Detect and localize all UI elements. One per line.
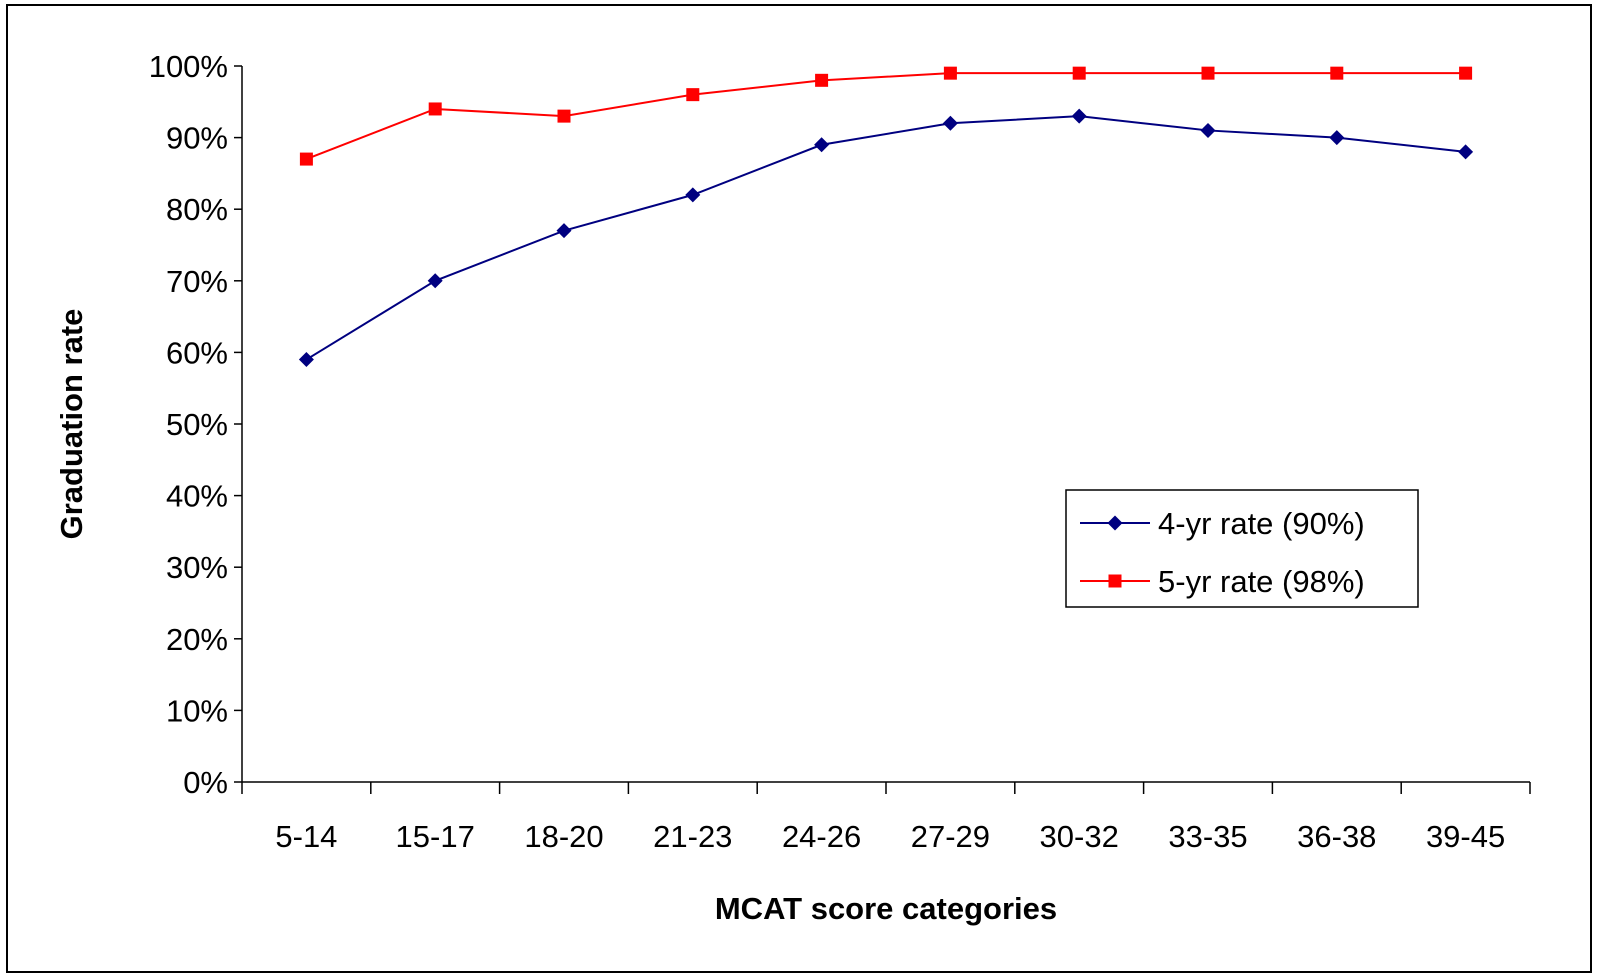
data-point — [1072, 66, 1086, 80]
x-tick-label: 15-17 — [396, 819, 475, 854]
legend-swatch-marker — [1108, 574, 1122, 588]
series-2 — [299, 66, 1473, 166]
data-point — [556, 223, 572, 239]
x-tick-label: 39-45 — [1426, 819, 1505, 854]
x-tick-label: 33-35 — [1168, 819, 1247, 854]
legend-swatch-marker — [1107, 515, 1123, 531]
y-tick-label: 10% — [166, 693, 228, 728]
x-tick-label: 27-29 — [911, 819, 990, 854]
data-point — [1459, 66, 1473, 80]
y-tick-label: 90% — [166, 121, 228, 156]
data-point — [298, 352, 314, 368]
data-point — [299, 152, 313, 166]
data-point — [1458, 144, 1474, 160]
y-tick-label: 30% — [166, 550, 228, 585]
x-tick-label: 24-26 — [782, 819, 861, 854]
y-tick-label: 50% — [166, 407, 228, 442]
y-tick-label: 80% — [166, 192, 228, 227]
data-point — [1330, 66, 1344, 80]
data-point — [1071, 108, 1087, 124]
legend-item: 4-yr rate (90%) — [1080, 506, 1365, 541]
y-tick-label: 40% — [166, 479, 228, 514]
y-axis-title: Graduation rate — [54, 309, 89, 540]
series-line — [305, 115, 1466, 361]
y-tick-label: 70% — [166, 264, 228, 299]
x-tick-label: 30-32 — [1040, 819, 1119, 854]
data-point — [686, 88, 700, 102]
y-tick-label: 60% — [166, 335, 228, 370]
data-point — [942, 115, 958, 131]
series-line — [306, 72, 1466, 161]
x-axis-ticks: 5-14 15-17 18-20 21-23 24-26 27-29 30-32 33-35 3… — [241, 782, 1531, 854]
data-point — [557, 109, 571, 123]
legend: 4-yr rate (90%) 5-yr rate (98%) — [1065, 489, 1419, 608]
legend-item: 5-yr rate (98%) — [1080, 564, 1365, 599]
data-point — [685, 187, 701, 203]
data-point — [1201, 66, 1215, 80]
x-tick-label: 5-14 — [275, 819, 337, 854]
legend-label: 4-yr rate (90%) — [1158, 506, 1365, 541]
legend-label: 5-yr rate (98%) — [1158, 564, 1365, 599]
x-axis-title: MCAT score categories — [715, 891, 1057, 926]
data-point — [1329, 130, 1345, 146]
data-point — [943, 66, 957, 80]
x-tick-label: 36-38 — [1297, 819, 1376, 854]
y-tick-label: 0% — [183, 765, 228, 800]
x-tick-label: 18-20 — [524, 819, 603, 854]
y-axis-ticks: 0% 10% 20% 30% 40% 50% 60% 70% 80% 90% 100% — [149, 49, 242, 800]
data-point — [814, 137, 830, 153]
series-layer — [298, 66, 1474, 368]
y-tick-label: 100% — [149, 49, 228, 84]
legend-items: 4-yr rate (90%) 5-yr rate (98%) — [1080, 506, 1365, 599]
series-1 — [298, 108, 1474, 368]
data-point — [428, 102, 442, 116]
legend-box — [1065, 489, 1419, 608]
data-point — [1200, 122, 1216, 138]
data-point — [815, 73, 829, 87]
data-point — [427, 273, 443, 289]
y-tick-label: 20% — [166, 622, 228, 657]
chart-frame — [6, 4, 1592, 973]
x-tick-label: 21-23 — [653, 819, 732, 854]
